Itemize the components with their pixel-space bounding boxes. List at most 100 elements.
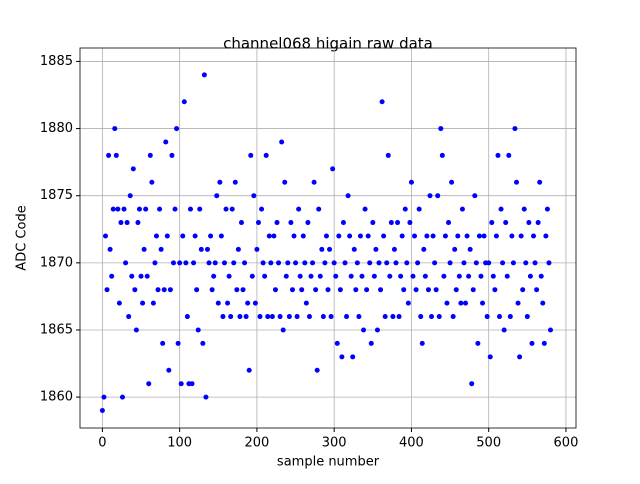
point: [126, 314, 132, 320]
point: [184, 314, 190, 320]
point: [259, 206, 265, 212]
point: [313, 287, 319, 293]
point: [357, 233, 363, 239]
point: [180, 233, 186, 239]
point: [316, 206, 322, 212]
point: [192, 233, 198, 239]
x-tick-label: 600: [554, 436, 579, 451]
point: [181, 99, 187, 105]
point: [518, 233, 524, 239]
point: [532, 260, 538, 266]
point: [99, 408, 105, 414]
point: [425, 287, 431, 293]
point: [376, 260, 382, 266]
point: [500, 260, 506, 266]
point: [430, 233, 436, 239]
x-tick-label: 500: [476, 436, 501, 451]
point: [334, 340, 340, 346]
point: [170, 260, 176, 266]
point: [450, 314, 456, 320]
point: [141, 246, 147, 252]
point: [442, 233, 448, 239]
point: [115, 206, 121, 212]
y-tick-label: 1860: [40, 390, 73, 405]
point: [140, 300, 146, 306]
point: [541, 340, 547, 346]
point: [435, 193, 441, 199]
point: [354, 260, 360, 266]
point: [274, 220, 280, 226]
point: [314, 367, 320, 373]
point: [149, 179, 155, 185]
point: [405, 300, 411, 306]
point: [249, 273, 255, 279]
point: [132, 287, 138, 293]
point: [395, 220, 401, 226]
point: [147, 152, 153, 158]
point: [419, 340, 425, 346]
point: [303, 300, 309, 306]
point: [209, 287, 215, 293]
point: [167, 287, 173, 293]
point: [399, 233, 405, 239]
point: [325, 287, 331, 293]
point: [251, 193, 257, 199]
point: [276, 260, 282, 266]
point: [391, 246, 397, 252]
point: [344, 314, 350, 320]
point: [252, 300, 258, 306]
x-tick-label: 0: [98, 436, 106, 451]
point: [510, 260, 516, 266]
point: [544, 206, 550, 212]
point: [101, 394, 107, 400]
point: [225, 300, 231, 306]
point: [257, 314, 263, 320]
point: [158, 246, 164, 252]
point: [232, 179, 238, 185]
point: [319, 246, 325, 252]
point: [308, 273, 314, 279]
point: [480, 300, 486, 306]
point: [439, 152, 445, 158]
point: [515, 300, 521, 306]
point: [444, 300, 450, 306]
y-axis-label: ADC Code: [15, 205, 30, 270]
point: [175, 340, 181, 346]
point: [524, 314, 530, 320]
point: [427, 193, 433, 199]
point: [283, 273, 289, 279]
point: [540, 300, 546, 306]
point: [218, 233, 224, 239]
point: [214, 193, 220, 199]
point: [311, 179, 317, 185]
point: [306, 314, 312, 320]
point: [228, 314, 234, 320]
point: [143, 206, 149, 212]
point: [348, 273, 354, 279]
point: [388, 220, 394, 226]
point: [191, 260, 197, 266]
point: [204, 246, 210, 252]
point: [243, 314, 249, 320]
point: [172, 206, 178, 212]
point: [235, 246, 241, 252]
point: [234, 287, 240, 293]
point: [146, 381, 152, 387]
point: [531, 233, 537, 239]
point: [291, 233, 297, 239]
point: [203, 394, 209, 400]
point: [317, 273, 323, 279]
plot-frame: [79, 47, 577, 429]
point: [470, 287, 476, 293]
point: [166, 367, 172, 373]
x-tick-label: 200: [245, 436, 270, 451]
point: [328, 314, 334, 320]
point: [226, 273, 232, 279]
point: [535, 220, 541, 226]
point: [526, 220, 532, 226]
point: [493, 233, 499, 239]
point: [102, 233, 108, 239]
point: [548, 327, 554, 333]
point: [119, 394, 125, 400]
point: [339, 354, 345, 360]
